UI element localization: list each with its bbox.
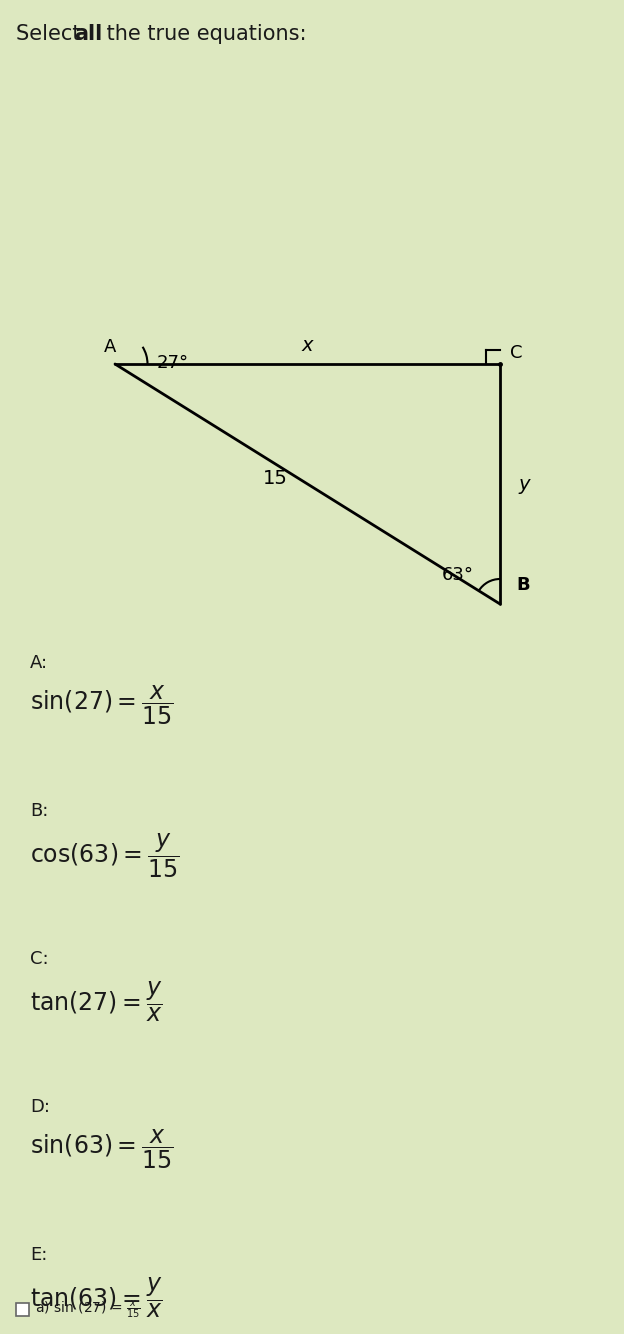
Text: 15: 15	[263, 470, 288, 488]
Text: $\cos(63) = \dfrac{y}{15}$: $\cos(63) = \dfrac{y}{15}$	[30, 832, 179, 880]
Text: C:: C:	[30, 950, 49, 968]
Text: y: y	[518, 475, 530, 494]
Text: Select: Select	[16, 24, 87, 44]
Text: $\sin(63) = \dfrac{x}{15}$: $\sin(63) = \dfrac{x}{15}$	[30, 1129, 173, 1171]
Text: a) sin (27) = $\frac{x}{15}$: a) sin (27) = $\frac{x}{15}$	[35, 1298, 141, 1321]
Text: $\tan(27) = \dfrac{y}{x}$: $\tan(27) = \dfrac{y}{x}$	[30, 980, 162, 1025]
Text: 63°: 63°	[442, 566, 474, 584]
Text: x: x	[302, 336, 313, 355]
Text: E:: E:	[30, 1246, 47, 1265]
Text: B: B	[516, 576, 530, 594]
Text: 27°: 27°	[157, 354, 189, 372]
Text: B:: B:	[30, 802, 49, 820]
Text: A:: A:	[30, 654, 48, 672]
Text: all: all	[74, 24, 102, 44]
Text: $\tan(63) = \dfrac{y}{x}$: $\tan(63) = \dfrac{y}{x}$	[30, 1277, 162, 1321]
Bar	[16, 1303, 29, 1317]
Text: C: C	[510, 344, 522, 362]
Text: D:: D:	[30, 1098, 50, 1117]
Text: A: A	[104, 338, 116, 356]
Text: $\sin(27) = \dfrac{x}{15}$: $\sin(27) = \dfrac{x}{15}$	[30, 684, 173, 727]
Text: the true equations:: the true equations:	[100, 24, 306, 44]
